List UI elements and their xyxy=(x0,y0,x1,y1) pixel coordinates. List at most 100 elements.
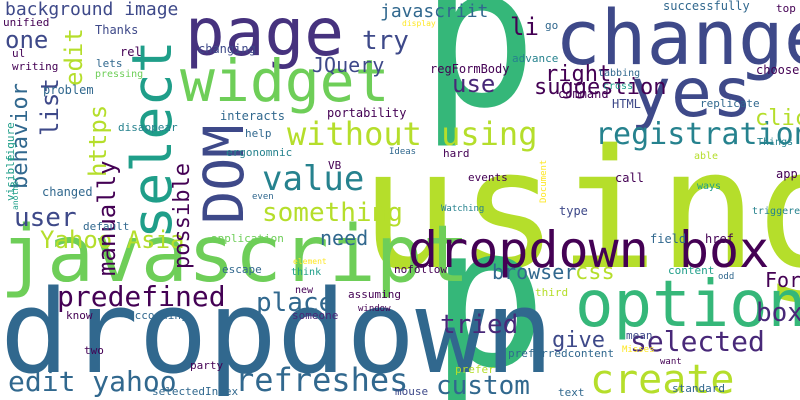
word: mouse xyxy=(395,385,429,398)
word: option xyxy=(575,268,800,342)
word: use xyxy=(452,70,496,98)
word: third xyxy=(535,286,569,299)
word: assuming xyxy=(348,288,401,301)
word: suggestion xyxy=(534,75,667,100)
word: lets xyxy=(96,57,123,70)
word: Thanks xyxy=(95,23,139,37)
word: Watching xyxy=(441,204,485,214)
word: registration xyxy=(595,117,800,152)
word: value xyxy=(262,159,365,199)
word: user xyxy=(14,203,77,233)
word: place xyxy=(256,288,335,318)
word: successfully xyxy=(663,0,750,13)
word: browser xyxy=(492,260,577,284)
word: changing xyxy=(198,42,256,56)
word: give xyxy=(552,328,605,353)
word: Ideas xyxy=(389,147,417,157)
word: field xyxy=(650,232,687,246)
word: tabbing xyxy=(598,68,641,79)
word: help xyxy=(245,127,272,140)
word: VB xyxy=(328,159,342,172)
word: something xyxy=(262,198,403,228)
word: escape xyxy=(222,263,262,276)
word: box xyxy=(756,298,800,328)
word: standard xyxy=(672,382,725,395)
word: ways xyxy=(697,181,722,192)
word: custom xyxy=(436,371,530,400)
word: preferredcontent xyxy=(508,347,614,360)
word: pressing xyxy=(95,69,144,80)
word: HTML xyxy=(612,97,641,111)
word: advance xyxy=(512,52,559,65)
word: party xyxy=(190,359,224,372)
word: DOM xyxy=(192,124,256,224)
word: selected xyxy=(630,325,765,358)
word: another xyxy=(11,176,20,210)
word: content xyxy=(668,264,715,277)
word: without using xyxy=(287,115,538,153)
word: JQuery xyxy=(312,53,385,77)
word: one xyxy=(5,26,49,54)
word: top xyxy=(776,2,796,15)
word: two xyxy=(84,344,104,357)
word: odd xyxy=(718,272,735,282)
word: default xyxy=(83,220,130,233)
word: triggered xyxy=(752,206,800,217)
word: css xyxy=(575,260,615,285)
word: p xyxy=(430,184,548,400)
word: selectedIndex xyxy=(152,385,239,398)
word: yes xyxy=(630,54,753,133)
word: portability xyxy=(327,106,407,120)
word: someone xyxy=(292,309,339,322)
word: Things xyxy=(757,137,794,148)
word: li xyxy=(510,13,539,41)
word: think xyxy=(291,267,322,278)
word: know xyxy=(66,309,93,322)
word: window xyxy=(358,304,391,314)
word: command xyxy=(558,87,609,101)
word: create xyxy=(590,357,735,400)
word: try xyxy=(362,26,409,56)
word: regFormBody xyxy=(430,62,510,76)
word: Document xyxy=(539,159,549,203)
word: rel xyxy=(120,45,142,59)
word: refreshes xyxy=(235,361,409,399)
word: call xyxy=(615,171,644,185)
word: text xyxy=(558,386,585,399)
word: javascript xyxy=(0,210,470,300)
word: page xyxy=(185,0,344,71)
word: display xyxy=(402,19,436,28)
word: element xyxy=(293,257,327,266)
word: events xyxy=(468,171,508,184)
word: new xyxy=(295,285,314,296)
word: ergonomnic xyxy=(226,146,293,159)
word: type xyxy=(559,204,588,218)
word: predefined xyxy=(57,280,226,313)
word: javascriit xyxy=(380,1,489,22)
word: manually xyxy=(93,160,121,276)
word: Yahoo Asia xyxy=(40,226,185,254)
word: need xyxy=(320,226,369,250)
word: changed xyxy=(42,185,93,199)
word: problem xyxy=(43,83,94,97)
word: unified xyxy=(3,16,50,29)
word: mean xyxy=(626,329,653,342)
word: edit yahoo xyxy=(8,365,177,398)
word: choose xyxy=(756,63,800,77)
word: dropdown xyxy=(0,266,554,400)
word: app xyxy=(776,167,798,181)
word: want xyxy=(660,357,682,367)
word: right xyxy=(545,62,612,87)
word: click xyxy=(755,106,800,131)
word: go xyxy=(545,19,559,32)
word: able xyxy=(694,151,719,162)
word: possible xyxy=(170,163,195,269)
word: disappear xyxy=(118,121,178,134)
word: background image xyxy=(5,0,179,20)
word: prefer xyxy=(455,363,495,376)
word: writing xyxy=(12,60,59,73)
word: replicate xyxy=(700,97,760,110)
word: p xyxy=(420,0,538,151)
word: hard xyxy=(443,147,470,160)
